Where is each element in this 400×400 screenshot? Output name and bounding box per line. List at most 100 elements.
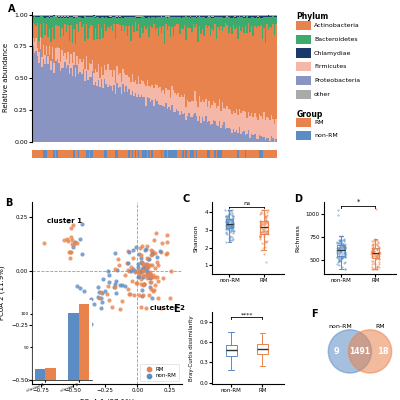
Point — [337, 237, 343, 243]
Bar — [110, 70, 112, 86]
Bar — [144, 16, 145, 17]
Bar — [101, 17, 102, 28]
Point — [338, 240, 344, 246]
Bar — [228, 17, 230, 32]
Point — [342, 241, 348, 248]
Bar — [188, 16, 190, 17]
Point — [106, 272, 112, 278]
Point — [224, 219, 231, 226]
Bar — [67, 14, 69, 17]
Point — [336, 244, 342, 251]
Point — [260, 219, 267, 225]
FancyBboxPatch shape — [296, 48, 311, 58]
Bar — [86, 16, 87, 17]
Bar — [50, 17, 52, 42]
Point — [226, 222, 232, 229]
Point — [166, 294, 173, 301]
Bar — [141, 80, 142, 95]
Point — [338, 258, 344, 264]
Bar — [259, 114, 260, 135]
Point — [139, 264, 146, 270]
Bar — [86, 56, 87, 71]
Bar — [194, 27, 196, 92]
Bar — [220, 16, 222, 17]
Point — [226, 237, 233, 243]
Point — [342, 244, 348, 250]
Point — [79, 251, 86, 258]
Point — [262, 215, 268, 222]
Bar — [126, 75, 127, 86]
Bar — [210, 14, 211, 16]
Point — [69, 236, 75, 243]
Point — [138, 276, 144, 282]
Bar — [251, 26, 252, 113]
Point — [342, 245, 348, 251]
Point — [261, 231, 268, 237]
Point — [338, 248, 344, 254]
Bar — [60, 18, 61, 37]
Bar — [205, 25, 206, 99]
Bar — [96, 16, 98, 17]
Point — [146, 271, 152, 278]
Point — [82, 304, 89, 310]
Bar — [75, 68, 76, 77]
Point — [144, 255, 150, 261]
Point — [336, 258, 342, 264]
Point — [230, 221, 236, 228]
Bar — [159, 28, 161, 87]
Bar — [47, 64, 49, 142]
Point — [341, 250, 348, 256]
Bar — [260, 18, 262, 25]
Bar — [76, 14, 78, 17]
Point — [144, 243, 150, 249]
Bar — [84, 14, 86, 16]
Bar — [66, 59, 67, 68]
Bar — [126, 17, 127, 26]
Bar — [127, 36, 128, 75]
Bar — [230, 27, 231, 110]
Bar — [121, 16, 122, 18]
Bar — [138, 18, 139, 24]
Bar — [159, 105, 161, 142]
Bar — [134, 80, 136, 92]
Bar — [164, 94, 165, 107]
Bar — [121, 94, 122, 142]
Bar — [197, 42, 199, 107]
Point — [230, 227, 236, 233]
Bar — [121, 18, 122, 31]
Point — [164, 239, 170, 245]
Point — [376, 264, 382, 270]
Bar — [50, 42, 52, 61]
Point — [258, 223, 264, 230]
Bar — [158, 14, 159, 16]
Point — [337, 244, 344, 250]
Bar — [174, 93, 176, 112]
Bar — [256, 28, 257, 117]
Text: Proteobacteria: Proteobacteria — [314, 78, 360, 83]
Point — [342, 246, 348, 253]
Point — [150, 272, 157, 278]
Point — [334, 245, 340, 251]
Point — [112, 265, 118, 272]
Bar — [204, 14, 205, 16]
Point — [230, 228, 236, 234]
Bar — [162, 17, 164, 26]
Point — [340, 243, 347, 250]
Point — [70, 222, 76, 228]
Point — [340, 242, 347, 249]
Point — [99, 290, 105, 296]
Bar — [87, 16, 89, 17]
Point — [139, 266, 146, 272]
Bar — [142, 81, 144, 97]
Bar — [35, 50, 36, 142]
Point — [227, 233, 233, 240]
Point — [147, 270, 153, 277]
Bar — [61, 68, 63, 142]
Bar — [46, 24, 47, 46]
Bar — [70, 14, 72, 16]
Bar — [204, 102, 205, 122]
Bar — [87, 70, 89, 80]
Bar — [60, 16, 61, 18]
Point — [151, 287, 158, 294]
Bar — [262, 120, 263, 137]
